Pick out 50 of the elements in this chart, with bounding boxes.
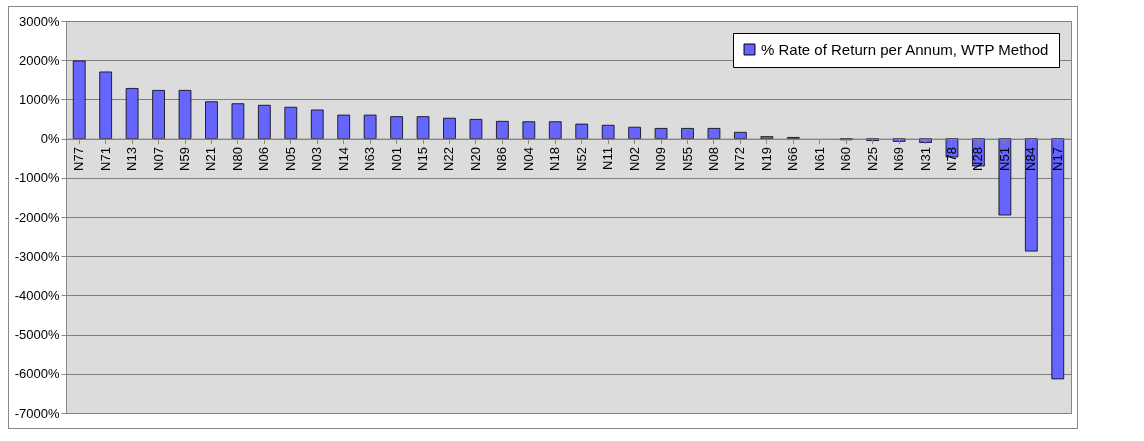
- x-tick-label: N04: [520, 147, 536, 171]
- x-tick-label: N13: [124, 147, 140, 171]
- y-tick-label: 3000%: [19, 13, 60, 29]
- x-tick-label: N52: [573, 147, 589, 171]
- x-tick-label: N18: [547, 147, 563, 171]
- x-tick-label: N63: [362, 147, 378, 171]
- x-tick-label: N08: [705, 147, 721, 171]
- x-tick-label: N05: [282, 147, 298, 171]
- x-tick-label: N17: [1049, 147, 1065, 171]
- y-tick-label: -6000%: [14, 366, 60, 382]
- y-tick-label: -4000%: [14, 287, 60, 303]
- x-tick-label: N66: [785, 147, 801, 171]
- x-tick-label: N19: [758, 147, 774, 171]
- x-tick-label: N09: [653, 147, 669, 171]
- x-tick-label: N86: [494, 147, 510, 171]
- legend-label: % Rate of Return per Annum, WTP Method: [761, 40, 1049, 58]
- x-tick-label: N55: [679, 147, 695, 171]
- x-tick-label: N72: [732, 147, 748, 171]
- x-tick-label: N78: [943, 147, 959, 171]
- x-tick-label: N59: [177, 147, 193, 171]
- x-tick-label: N80: [229, 147, 245, 171]
- x-tick-label: N71: [97, 147, 113, 171]
- x-tick-label: N21: [203, 147, 219, 171]
- y-tick-label: -3000%: [14, 248, 60, 264]
- x-tick-label: N61: [811, 147, 827, 171]
- x-tick-label: N51: [996, 147, 1012, 171]
- x-tick-label: N22: [441, 147, 457, 171]
- y-tick-label: 1000%: [19, 91, 60, 107]
- x-tick-label: N11: [600, 147, 616, 170]
- x-tick-label: N28: [970, 147, 986, 171]
- x-tick-label: N77: [71, 147, 87, 171]
- x-tick-label: N69: [891, 147, 907, 171]
- y-tick-label: 0%: [40, 131, 60, 147]
- y-tick-label: 2000%: [19, 52, 60, 68]
- x-tick-label: N31: [917, 147, 933, 171]
- x-tick-label: N02: [626, 147, 642, 171]
- y-tick-label: -1000%: [14, 170, 60, 186]
- y-tick-label: -2000%: [14, 209, 60, 225]
- x-tick-label: N07: [150, 147, 166, 171]
- x-tick-label: N06: [256, 147, 272, 171]
- x-tick-label: N01: [388, 147, 404, 171]
- x-tick-label: N20: [467, 147, 483, 171]
- y-tick-label: -7000%: [14, 405, 60, 421]
- x-tick-label: N25: [864, 147, 880, 171]
- x-tick-label: N03: [309, 147, 325, 171]
- x-tick-label: N84: [1023, 147, 1039, 171]
- x-tick-label: N60: [838, 147, 854, 171]
- y-tick-label: -5000%: [14, 327, 60, 343]
- x-tick-label: N15: [415, 147, 431, 171]
- x-tick-label: N14: [335, 147, 351, 171]
